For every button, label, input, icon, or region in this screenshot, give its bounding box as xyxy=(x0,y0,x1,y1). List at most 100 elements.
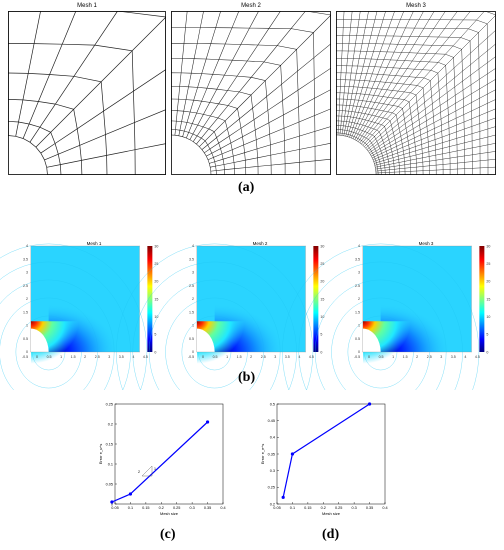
contour-plots: Mesh 1-0.5 0 0.5 1 1.5 2 2.5 3 3.5 4 4.500.511.522… xyxy=(0,241,490,390)
y-tick-label: 3 xyxy=(192,271,194,275)
mesh-ring-line xyxy=(171,43,301,175)
y-axis-label: Error e_e^s xyxy=(260,444,265,465)
mesh-ring-line xyxy=(336,132,379,175)
x-tick-label: 4.5 xyxy=(143,355,148,359)
mesh-ring-line xyxy=(171,58,286,175)
mesh-2-plot xyxy=(171,11,331,175)
colorbar-tick-label: 25 xyxy=(154,262,158,266)
mesh-ring-line xyxy=(336,79,430,175)
x-tick-label: 0.15 xyxy=(304,506,311,510)
chart-frame xyxy=(114,403,224,505)
x-tick-label: 0.05 xyxy=(111,506,118,510)
x-tick-label: 0.1 xyxy=(128,506,133,510)
y-tick-label: 3.5 xyxy=(189,257,194,261)
mesh-ring-line xyxy=(336,58,451,175)
y-tick-label: 2 xyxy=(192,297,194,301)
contour-line xyxy=(0,243,148,390)
x-tick-label: 1 xyxy=(392,355,394,359)
x-tick-label: 3.5 xyxy=(285,355,290,359)
x-tick-label: 0.1 xyxy=(290,506,295,510)
x-tick-label: 4 xyxy=(464,355,466,359)
y-tick-label: 4 xyxy=(192,244,194,248)
mesh-ring-line xyxy=(336,98,412,175)
caption-d-letter: d xyxy=(326,527,335,542)
caption-a: (a) xyxy=(238,180,255,195)
colorbar-tick-label: 0 xyxy=(486,350,488,354)
x-tick-label: 0.4 xyxy=(220,506,225,510)
y-tick-label: 1 xyxy=(26,324,28,328)
mesh-ring-line xyxy=(336,92,418,175)
mesh-2-title: Mesh 2 xyxy=(241,3,261,9)
mesh-ring-line xyxy=(171,110,235,175)
colorbar xyxy=(147,246,153,352)
x-tick-label: 0.2 xyxy=(159,506,164,510)
y-tick-label: 0.45 xyxy=(268,419,275,423)
colorbar-tick-label: 5 xyxy=(486,333,488,337)
y-tick-label: 0.35 xyxy=(268,452,275,456)
colorbar-tick-label: 15 xyxy=(320,297,324,301)
x-tick-label: 0.3 xyxy=(352,506,357,510)
mesh-radial-line xyxy=(29,11,118,143)
data-point xyxy=(205,420,210,424)
mesh-radial-line xyxy=(46,143,166,168)
contour-plot-3: Mesh 3-0.5 0 0.5 1 1.5 2 2.5 3 3.5 4 4.500.511.522… xyxy=(282,241,490,390)
y-tick-label: 2.5 xyxy=(23,284,28,288)
slope-label-1: 1 xyxy=(154,467,156,471)
mesh-border xyxy=(8,11,166,175)
colorbar-tick-label: 25 xyxy=(320,262,324,266)
mesh-ring-line xyxy=(336,125,386,175)
x-tick-label: 3 xyxy=(108,355,110,359)
x-tick-label: 0.25 xyxy=(335,506,342,510)
y-tick-label: 2 xyxy=(358,297,360,301)
x-tick-label: 0.5 xyxy=(47,355,52,359)
mesh-ring-line xyxy=(336,43,466,175)
x-tick-label: 0.5 xyxy=(379,355,384,359)
y-tick-label: 0.15 xyxy=(106,442,113,446)
y-tick-label: 0 xyxy=(26,350,28,354)
x-tick-label: 4 xyxy=(298,355,300,359)
caption-c: (c) xyxy=(160,527,176,542)
y-tick-label: 1.5 xyxy=(189,310,194,314)
error-chart-d: 0.05 0.1 0.15 0.2 0.25 0.3 0.35 0.4 0.2 0.25 0.3 0.… xyxy=(260,402,388,516)
caption-a-letter: a xyxy=(242,180,250,195)
x-tick-label: 2 xyxy=(416,355,418,359)
y-tick-label: 0.05 xyxy=(106,482,113,486)
y-tick-label: 0.2 xyxy=(108,422,113,426)
x-tick-label: 4 xyxy=(132,355,134,359)
y-tick-label: 4 xyxy=(358,244,360,248)
data-point xyxy=(281,495,285,499)
mesh-ring-line xyxy=(171,27,316,175)
x-tick-label: 0 xyxy=(36,355,38,359)
mesh-radial-line xyxy=(359,11,458,144)
mesh-border xyxy=(171,11,331,175)
mesh-ring-line xyxy=(171,129,217,175)
y-tick-label: 0.2 xyxy=(270,502,275,506)
contour-plot-title: Mesh 2 xyxy=(253,241,268,246)
mesh-ring-line xyxy=(8,72,108,175)
mesh-ring-line xyxy=(336,115,395,175)
x-tick-label: -0.5 xyxy=(188,355,194,359)
panel-b: Mesh 1 -0.5 0 0.5 1 1.5 2 2.5 3 3.5 4 4.5 0 0.5 1 1.5 2 2… xyxy=(0,240,504,390)
data-point xyxy=(367,402,372,406)
x-tick-label: 0.2 xyxy=(321,506,326,510)
series-line xyxy=(282,403,370,498)
x-tick-label: 3 xyxy=(274,355,276,359)
colorbar-tick-label: 30 xyxy=(320,244,324,248)
y-tick-label: 2 xyxy=(26,297,28,301)
x-tick-label: 2.5 xyxy=(427,355,432,359)
mesh-ring-line xyxy=(336,129,382,175)
contour-plot-2: Mesh 2-0.5 0 0.5 1 1.5 2 2.5 3 3.5 4 4.500.511.522… xyxy=(116,241,324,390)
mesh-radial-line xyxy=(361,11,471,145)
data-point xyxy=(128,492,133,496)
hole xyxy=(31,328,49,352)
y-tick-label: 2.5 xyxy=(355,284,360,288)
series-line xyxy=(111,421,209,503)
x-tick-label: -0.5 xyxy=(354,355,360,359)
mesh-radial-line xyxy=(371,89,496,157)
mesh-radial-line xyxy=(40,69,166,154)
plot-frame xyxy=(196,245,307,353)
mesh-ring-line xyxy=(336,120,390,175)
colorbar-tick-label: 10 xyxy=(154,315,158,319)
colorbar-tick-label: 10 xyxy=(486,315,490,319)
x-tick-label: 0.25 xyxy=(173,506,180,510)
